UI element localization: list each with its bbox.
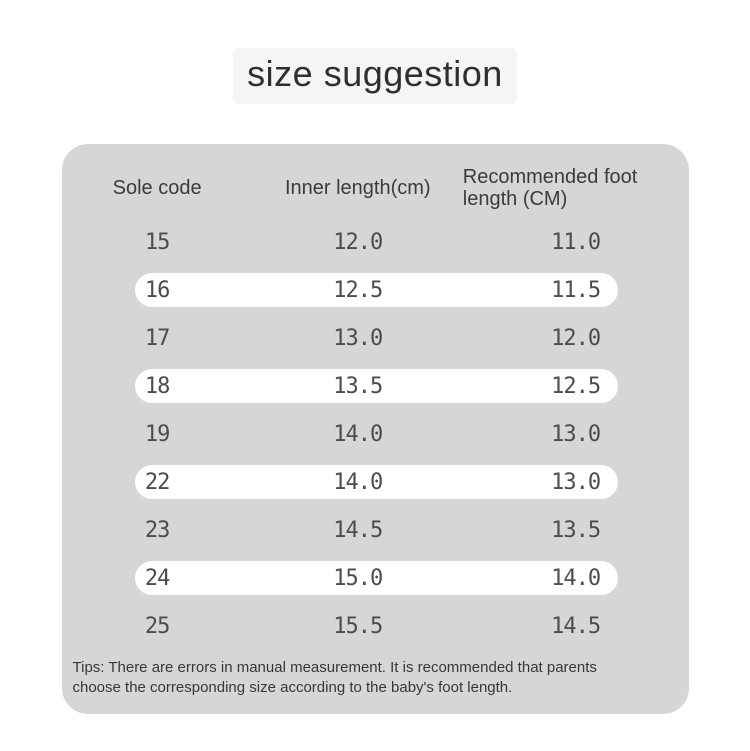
table-cell: 14.0 xyxy=(333,421,383,447)
table-row: 22 14.0 13.0 xyxy=(62,458,689,506)
table-header-row: Sole code Inner length(cm) Recommended f… xyxy=(62,144,689,218)
table-cell: 22 xyxy=(144,469,171,495)
size-chart-card: Sole code Inner length(cm) Recommended f… xyxy=(61,144,689,714)
table-cell: 17 xyxy=(144,325,171,351)
table-cell: 12.0 xyxy=(551,325,601,351)
table-row: 16 12.5 11.5 xyxy=(62,266,689,314)
table-cell: 24 xyxy=(144,565,171,591)
table-cell: 14.5 xyxy=(551,613,601,639)
table-cell: 13.5 xyxy=(333,373,383,399)
column-header-recommended-text: Recommended foot length (CM) xyxy=(462,165,638,210)
table-cell: 23 xyxy=(144,517,171,543)
table-cell: 12.5 xyxy=(551,373,601,399)
table-cell: 11.0 xyxy=(551,229,601,255)
size-table-body: 15 12.0 11.0 16 12.5 11.5 17 13.0 12.0 18 13.5 12.5… xyxy=(62,218,689,650)
table-row: 18 13.5 12.5 xyxy=(62,362,689,410)
table-cell: 25 xyxy=(144,613,171,639)
table-cell: 13.0 xyxy=(551,421,601,447)
tips-note: Tips: There are errors in manual measure… xyxy=(62,650,689,699)
tips-line-1: Tips: There are errors in manual measure… xyxy=(72,659,597,676)
table-cell: 16 xyxy=(144,277,171,303)
column-header-inner-length: Inner length(cm) xyxy=(284,176,431,199)
table-row: 19 14.0 13.0 xyxy=(62,410,689,458)
table-cell: 14.0 xyxy=(333,469,383,495)
page-title: size suggestion xyxy=(233,48,517,104)
table-cell: 15.5 xyxy=(333,613,383,639)
title-area: size suggestion xyxy=(0,0,750,104)
column-header-recommended-foot-length: Recommended foot length (CM) xyxy=(463,166,689,211)
table-row: 24 15.0 14.0 xyxy=(62,554,689,602)
table-cell: 13.0 xyxy=(551,469,601,495)
table-cell: 15 xyxy=(144,229,171,255)
table-cell: 12.0 xyxy=(333,229,383,255)
table-row: 23 14.5 13.5 xyxy=(62,506,689,554)
table-row: 17 13.0 12.0 xyxy=(62,314,689,362)
table-cell: 14.0 xyxy=(551,565,601,591)
tips-line-2: choose the corresponding size according … xyxy=(72,679,513,697)
table-cell: 15.0 xyxy=(333,565,383,591)
table-cell: 18 xyxy=(144,373,171,399)
table-cell: 19 xyxy=(144,421,171,447)
table-cell: 12.5 xyxy=(333,277,383,303)
table-cell: 11.5 xyxy=(551,277,601,303)
table-cell: 14.5 xyxy=(333,517,383,543)
table-row: 15 12.0 11.0 xyxy=(62,218,689,266)
table-cell: 13.5 xyxy=(551,517,601,543)
table-cell: 13.0 xyxy=(333,325,383,351)
column-header-sole-code: Sole code xyxy=(112,176,202,199)
table-row: 25 15.5 14.5 xyxy=(62,602,689,650)
